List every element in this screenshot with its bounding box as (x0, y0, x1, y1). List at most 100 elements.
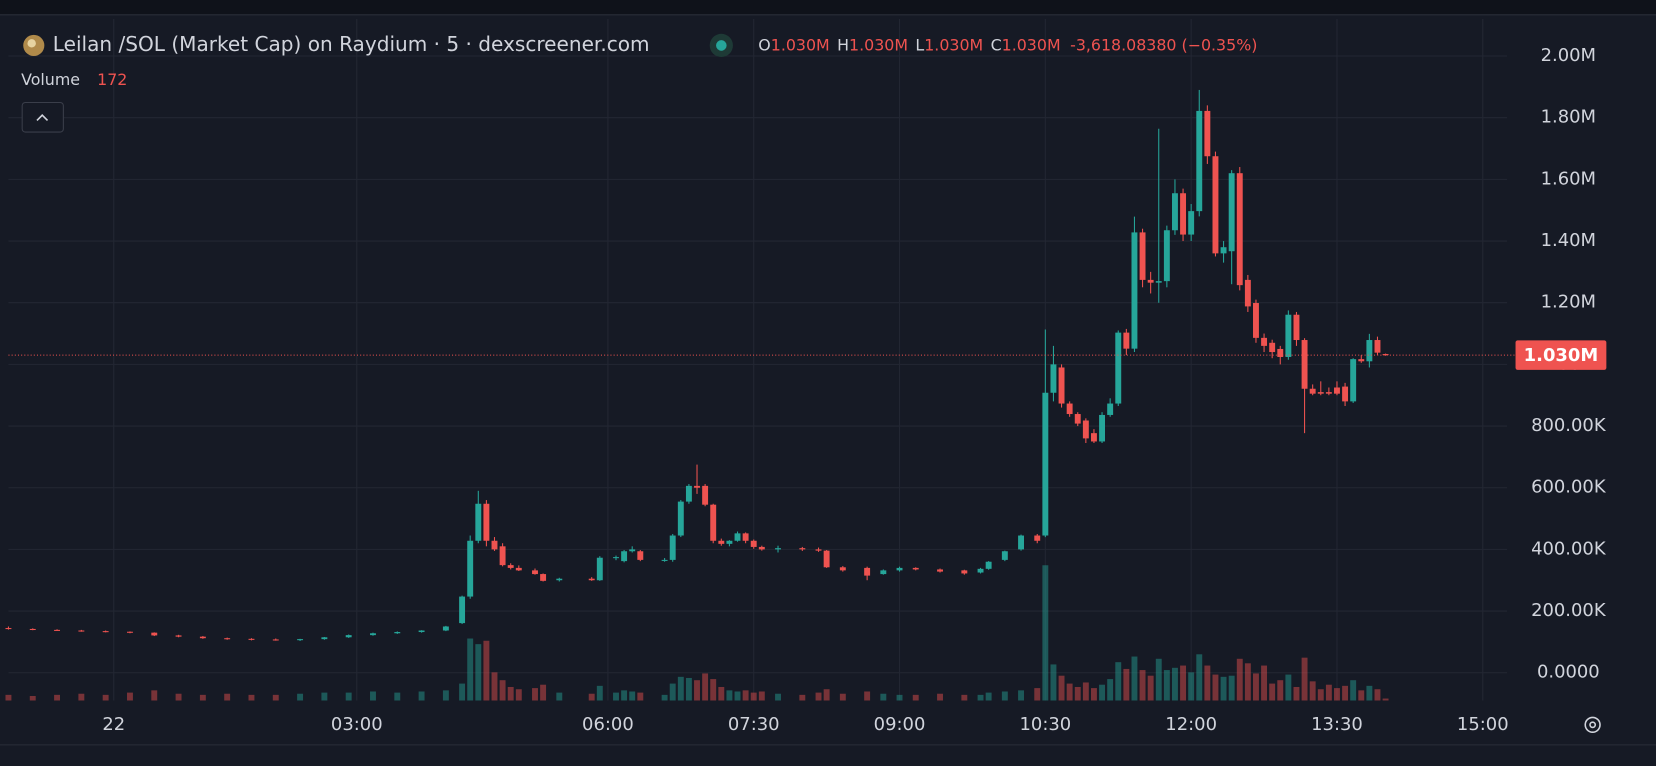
x-tick-label: 10:30 (1019, 714, 1071, 735)
collapse-button[interactable] (21, 101, 64, 133)
candle-body (418, 630, 425, 633)
candle-body (961, 570, 968, 574)
candle-body (758, 546, 765, 550)
volume-bar (629, 691, 636, 701)
candle-body (1171, 193, 1178, 231)
volume-bar (1001, 691, 1008, 701)
ohlc-value: 1.030M (771, 35, 830, 54)
volume-bar (1180, 665, 1187, 701)
grid (8, 19, 1508, 701)
candle-body (345, 635, 352, 638)
volume-bar (1074, 686, 1081, 701)
volume-bar (1366, 685, 1373, 701)
volume-bar (1131, 656, 1138, 701)
volume-bar (1099, 684, 1106, 701)
candle-body (1261, 337, 1268, 346)
candle-body (1188, 211, 1195, 235)
candle-body (1236, 173, 1243, 286)
candle-body (1301, 340, 1308, 389)
candle-body (669, 535, 676, 560)
volume-bar (483, 640, 490, 701)
volume-bar (1147, 675, 1154, 701)
y-tick-label: 600.00K (1531, 477, 1607, 498)
volume-bar (1342, 685, 1349, 701)
candle-body (499, 546, 506, 566)
volume-bar (637, 692, 644, 701)
y-tick-label: 400.00K (1531, 538, 1607, 559)
volume-bar (467, 638, 474, 701)
candle-body (78, 630, 85, 632)
candle-body (1082, 420, 1089, 439)
candle-body (1309, 388, 1316, 394)
volume-bar (370, 691, 376, 701)
candle-body (199, 636, 206, 639)
candle-body (750, 540, 757, 547)
x-tick-label: 06:00 (582, 714, 634, 735)
candle-body (1204, 110, 1211, 157)
candle-body (775, 548, 781, 550)
volume-bar (710, 679, 717, 701)
candle-body (1293, 314, 1300, 341)
volume-bar (540, 684, 547, 701)
candle-body (694, 485, 700, 488)
token-logo-detail (27, 39, 36, 48)
candle-body (491, 540, 498, 550)
volume-bar (669, 683, 676, 701)
volume-bar (685, 677, 692, 701)
ohlc-legend: O1.030M H1.030M L1.030M C1.030M -3,618.08380… (758, 35, 1257, 54)
candle-body (1382, 354, 1389, 356)
volume-bar (102, 694, 109, 701)
candle-body (1228, 173, 1235, 252)
candle-body (1285, 314, 1292, 357)
candle-body (532, 570, 538, 575)
volume-bar (896, 694, 903, 701)
candle-body (1180, 193, 1187, 235)
volume-bar (515, 689, 522, 701)
candle-body (726, 540, 733, 544)
candle-body (937, 569, 943, 572)
volume-bar (532, 688, 538, 701)
candle-body (839, 567, 846, 571)
volume-bar (742, 690, 749, 701)
volume-bar (54, 694, 61, 701)
candle-body (677, 501, 684, 536)
volume-bar (1212, 674, 1219, 701)
y-tick-label: 800.00K (1531, 415, 1607, 436)
x-tick-label: 15:00 (1457, 714, 1509, 735)
volume-bar (815, 692, 822, 701)
candle-body (394, 632, 401, 634)
candle-body (556, 578, 563, 581)
volume-bar (694, 680, 700, 701)
volume-bar (1123, 668, 1130, 701)
candle-body (880, 570, 887, 575)
volume-bar (823, 689, 830, 701)
volume-bar (29, 695, 36, 701)
volume-bar (1261, 665, 1268, 701)
candle-body (248, 638, 255, 640)
candle-body (613, 557, 619, 559)
candle-body (1220, 247, 1227, 254)
volume-bar (1155, 658, 1162, 701)
volume-bar (1301, 657, 1308, 701)
volume-bar (1058, 675, 1065, 701)
volume-bar (1050, 664, 1057, 701)
volume-bar (880, 693, 887, 701)
candle-body (102, 631, 109, 633)
volume-bar (442, 690, 449, 701)
candle-body (1123, 332, 1130, 349)
candle-body (912, 567, 919, 570)
candle-body (864, 567, 871, 576)
volume-pane (5, 565, 1389, 701)
candle-body (1325, 392, 1332, 394)
candle-body (1269, 342, 1276, 353)
ohlc-value: 1.030M (849, 35, 908, 54)
ohlc-value: 1.030M (924, 35, 983, 54)
volume-bar (475, 644, 482, 701)
candles (5, 89, 1516, 641)
candle-body (1334, 387, 1340, 394)
candle-body (1350, 359, 1357, 402)
volume-bar (661, 694, 668, 701)
settings-button[interactable] (1584, 716, 1601, 733)
